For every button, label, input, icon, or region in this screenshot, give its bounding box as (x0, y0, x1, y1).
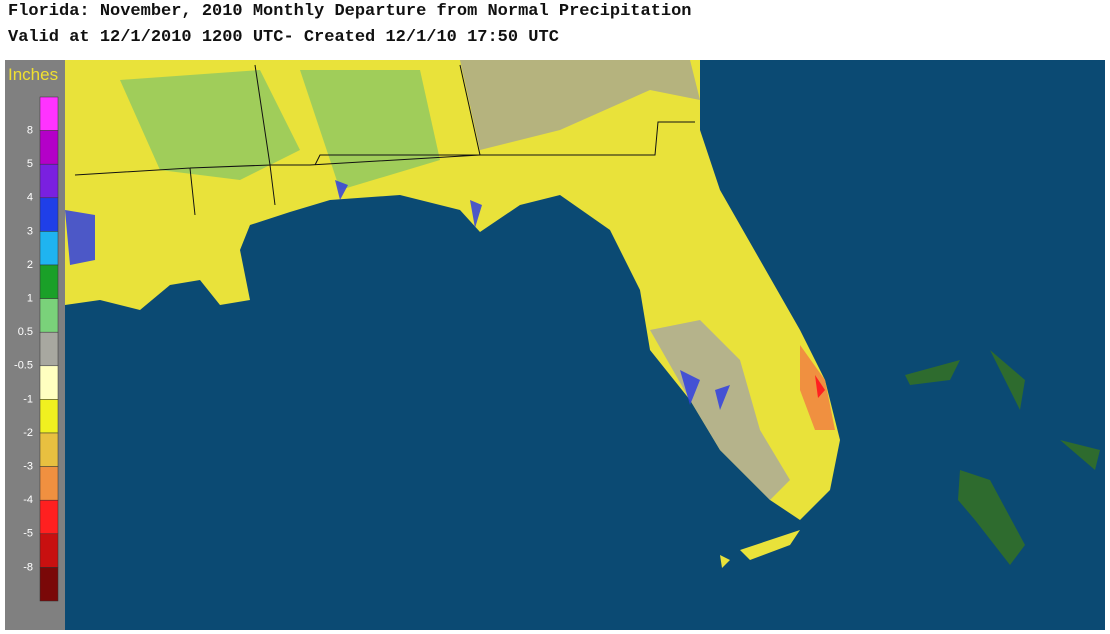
legend-swatch (39, 399, 59, 434)
legend-label: -5 (23, 528, 33, 540)
legend-unit: Inches (8, 65, 58, 84)
legend-swatch (39, 432, 59, 467)
legend-swatch (39, 197, 59, 232)
legend-swatch (39, 298, 59, 333)
legend-label: -3 (23, 461, 33, 473)
legend-swatch (39, 365, 59, 400)
land-green (120, 70, 440, 190)
bahamas (905, 350, 1100, 565)
keys (720, 530, 800, 568)
legend-swatch (39, 533, 59, 568)
legend-label: -8 (23, 561, 33, 573)
legend-swatch (39, 96, 59, 131)
state-borders (74, 64, 695, 216)
map-title: Florida: November, 2010 Monthly Departur… (8, 2, 692, 21)
legend-label: 3 (27, 225, 33, 237)
land (65, 60, 840, 520)
legend-swatch (39, 264, 59, 299)
legend-label: -4 (23, 494, 33, 506)
legend-label: 0.5 (18, 326, 33, 338)
legend-swatch (39, 231, 59, 266)
land-red (815, 375, 825, 398)
legend-label: -2 (23, 427, 33, 439)
legend-swatch (39, 466, 59, 501)
legend-label: 4 (27, 192, 33, 204)
legend-label: -1 (23, 393, 33, 405)
legend-swatch (39, 567, 59, 602)
legend-swatch (39, 331, 59, 367)
legend-label: 2 (27, 259, 33, 271)
map-subtitle: Valid at 12/1/2010 1200 UTC- Created 12/… (8, 28, 559, 47)
legend-swatch (39, 499, 59, 535)
land-gray (65, 60, 700, 150)
legend-label: 5 (27, 158, 33, 170)
legend: 8 5 4 3 2 1 0.5 -0.5 -1 -2 -3 -4 -5 -8 (14, 96, 59, 602)
legend-label: 8 (27, 125, 33, 137)
legend-swatch (39, 163, 59, 199)
legend-swatch (39, 130, 59, 165)
legend-label: -0.5 (14, 360, 33, 372)
legend-label: 1 (27, 293, 33, 305)
